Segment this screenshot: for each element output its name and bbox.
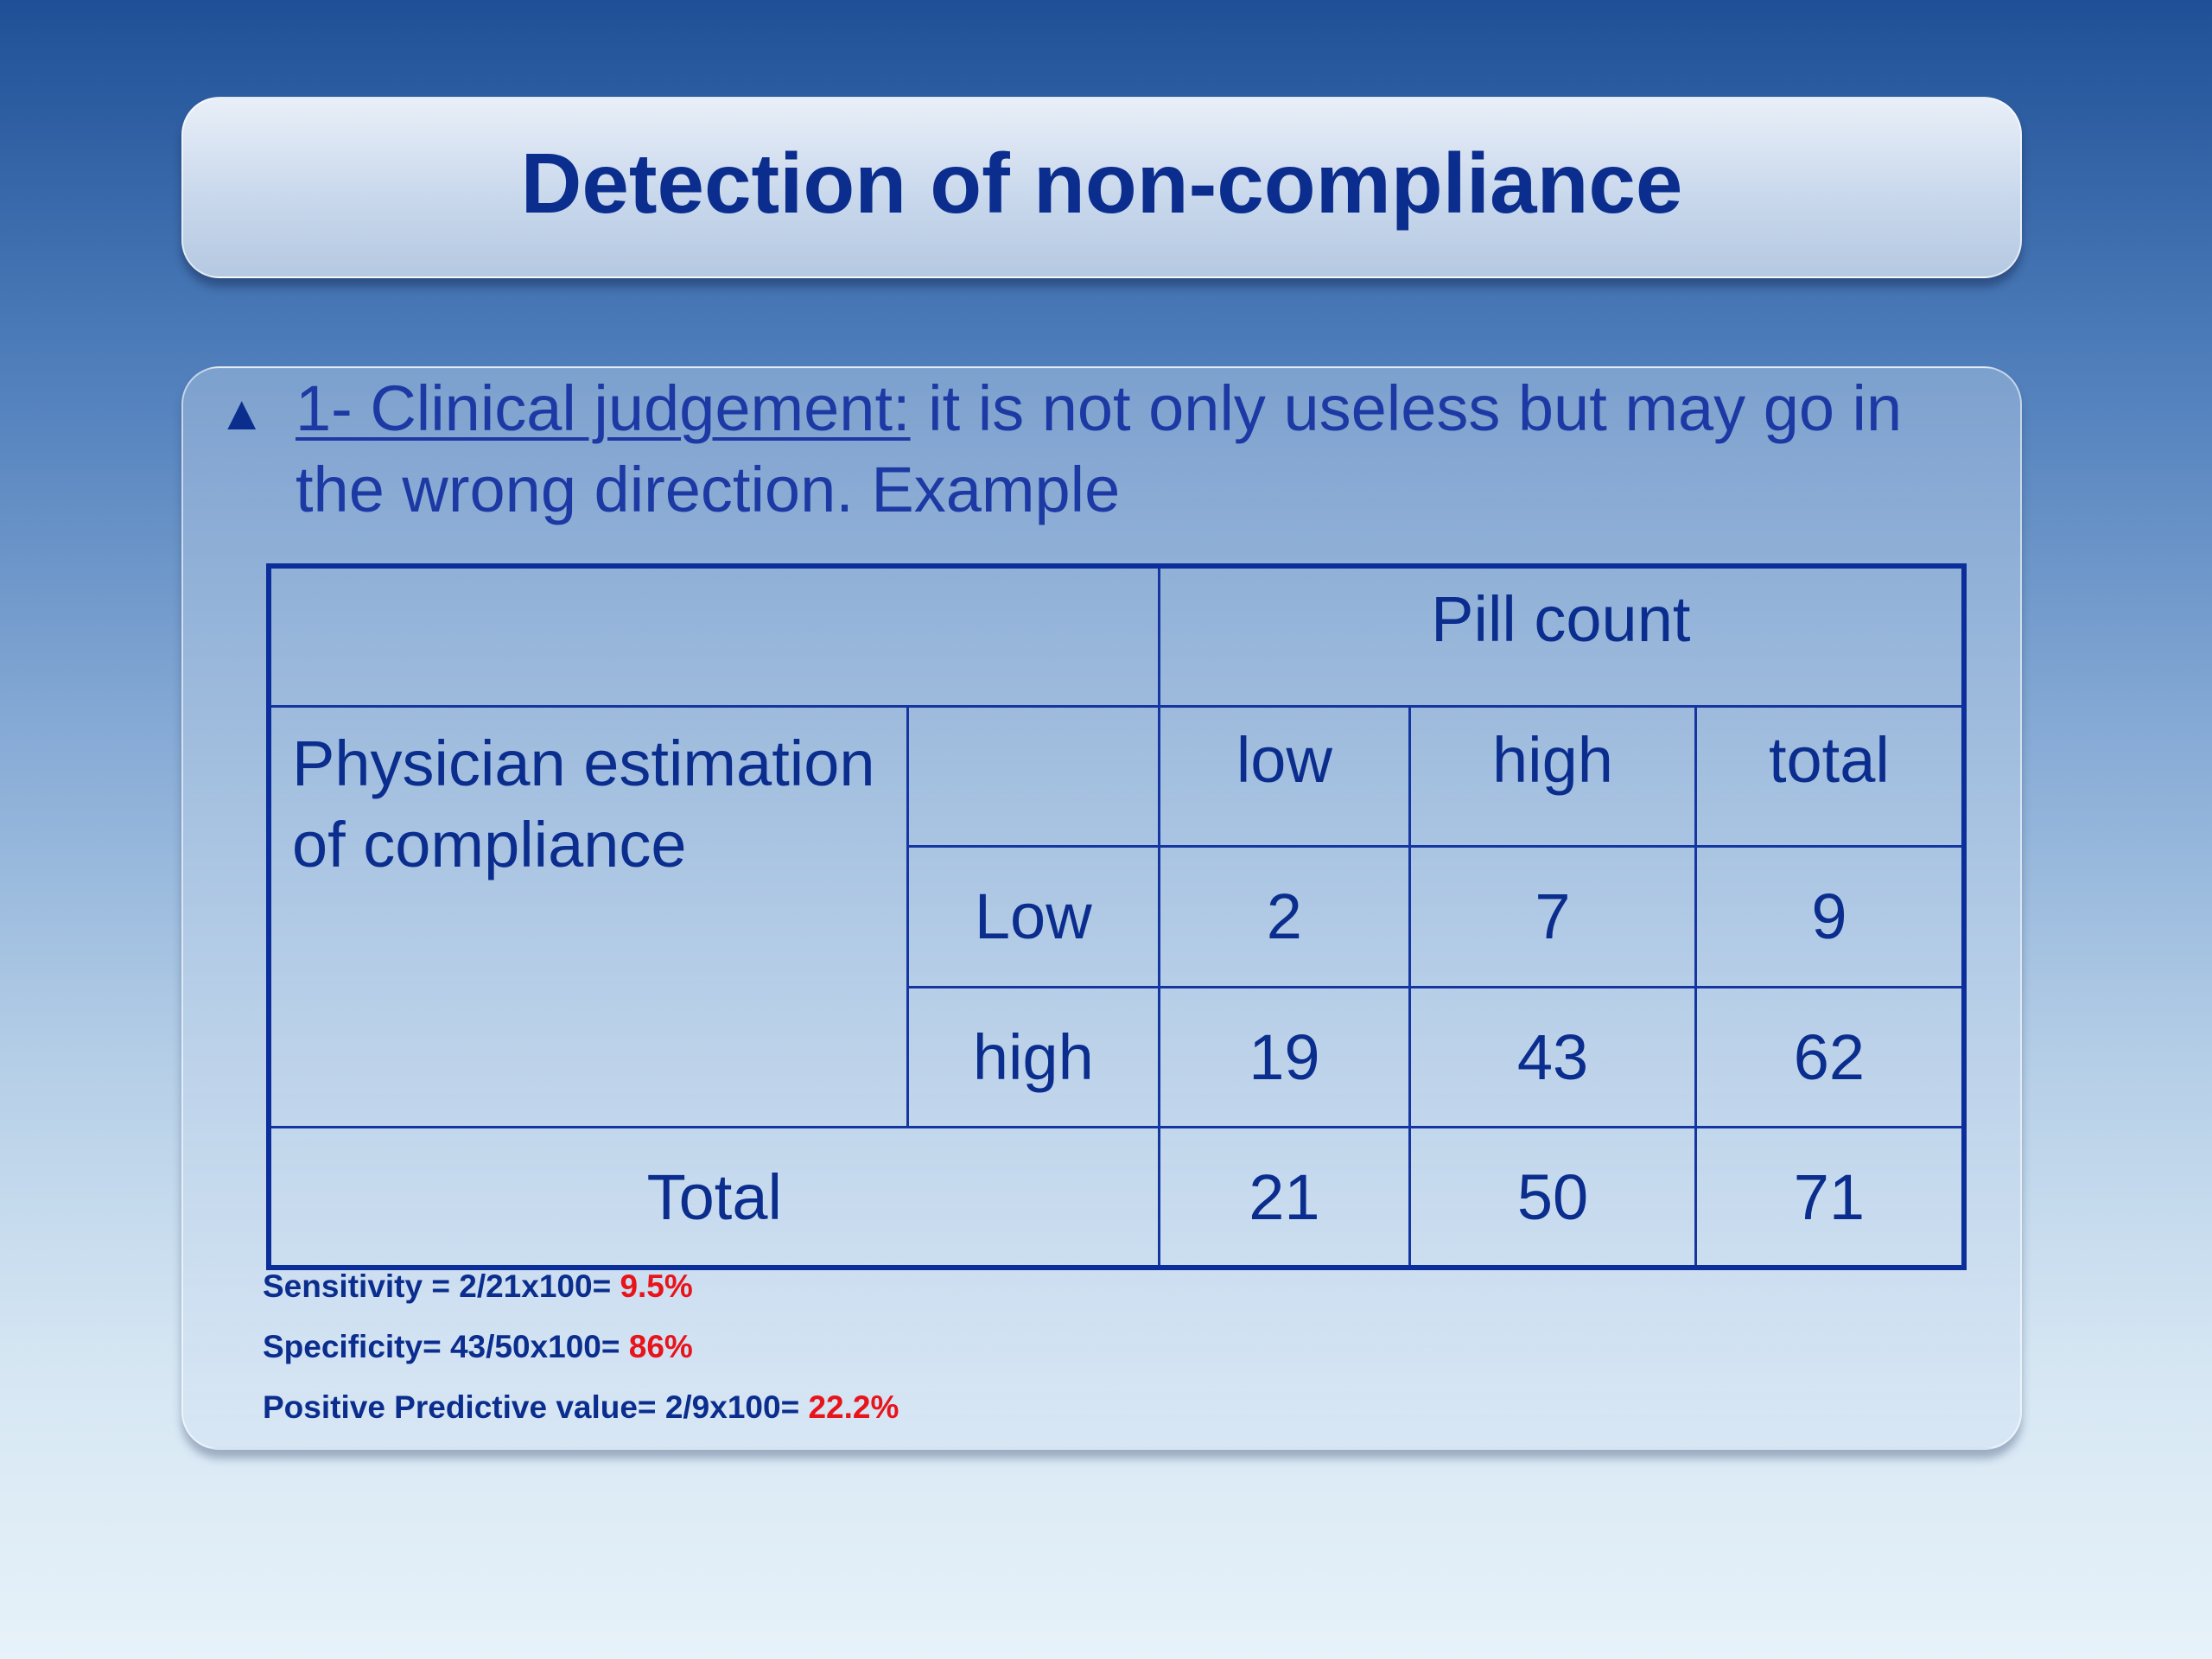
column-header-total: total [1694,704,1966,849]
column-header-high: high [1408,704,1697,849]
table-cell: 21 [1157,1126,1412,1269]
table-cell: 19 [1157,985,1412,1129]
total-label: Total [267,1126,1160,1269]
table-corner-cell [267,564,1160,708]
table-cell: 50 [1408,1126,1697,1269]
pill-count-header: Pill count [1157,564,1966,708]
bullet-paragraph: 1- Clinical judgement: it is not only us… [296,368,1989,531]
stat-label: Positive Predictive value= 2/9x100= [263,1389,809,1425]
table-header-row: Pill count [267,564,1966,708]
sensitivity-stat: Sensitivity = 2/21x100= 9.5% [263,1256,899,1317]
statistics-list: Sensitivity = 2/21x100= 9.5% Specificity… [263,1256,899,1438]
table-cell: 71 [1694,1126,1966,1269]
table-cell: 9 [1694,845,1966,988]
triangle-bullet-icon: ▲ [218,385,266,440]
ppv-stat: Positive Predictive value= 2/9x100= 22.2… [263,1377,899,1438]
table-cell: 2 [1157,845,1412,988]
table-row: high 19 43 62 [269,985,1966,1129]
table-cell: 7 [1408,845,1697,988]
title-panel: Detection of non-compliance [181,97,2022,278]
stat-value: 86% [628,1329,693,1364]
table-row: Physician estimation of compliance low h… [267,704,1966,1129]
bullet-heading: 1- Clinical judgement: [296,372,911,444]
row-label-low: Low [906,845,1160,988]
stat-value: 22.2% [808,1389,899,1425]
table-empty-cell [906,704,1160,849]
content-panel: ▲ 1- Clinical judgement: it is not only … [181,366,2022,1450]
table-total-row: Total 21 50 71 [267,1126,1966,1269]
stat-label: Sensitivity = 2/21x100= [263,1268,620,1304]
column-header-low: low [1157,704,1412,849]
slide-title: Detection of non-compliance [520,136,1683,231]
stat-label: Specificity= 43/50x100= [263,1329,629,1364]
table-cell: 43 [1408,985,1697,1129]
compliance-table: Pill count Physician estimation of compl… [266,563,1967,1270]
physician-estimation-label: Physician estimation of compliance [267,704,909,1129]
bullet-body: it is not only useless but may go in the… [296,372,1903,525]
table-row: Low 2 7 9 [269,845,1966,988]
table-cell: 62 [1694,985,1966,1129]
row-label-high: high [906,985,1160,1129]
specificity-stat: Specificity= 43/50x100= 86% [263,1317,899,1377]
stat-value: 9.5% [620,1268,693,1304]
